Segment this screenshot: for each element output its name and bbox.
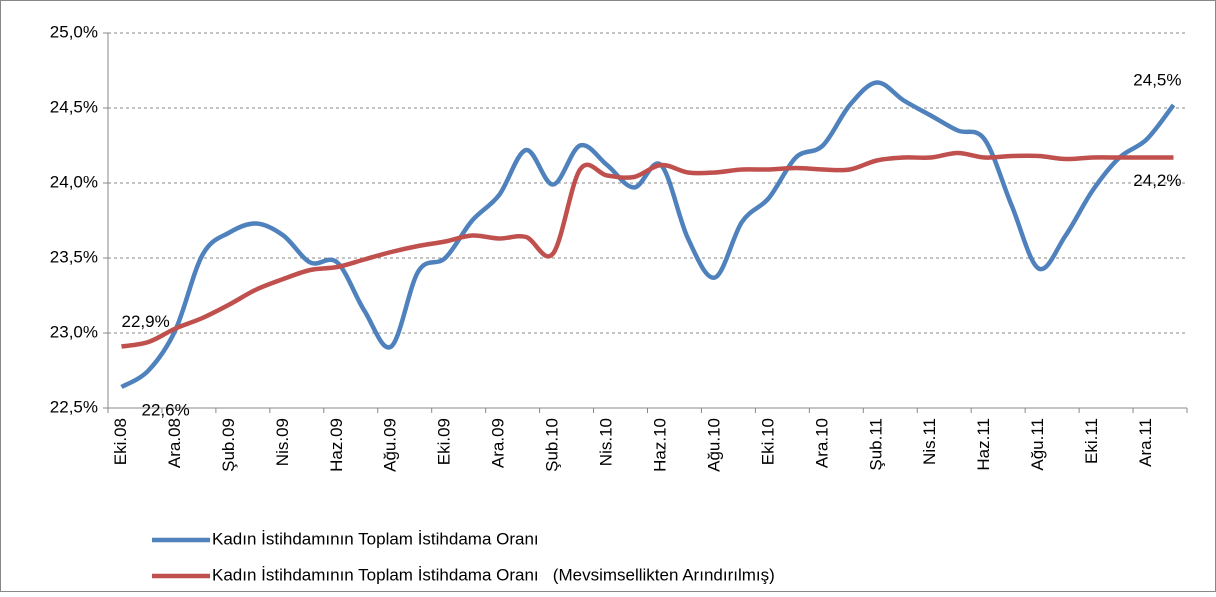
data-label: 24,2% [1133, 171, 1181, 190]
y-tick-label: 23,0% [50, 322, 98, 341]
x-tick-label: Ara.08 [165, 418, 184, 468]
x-tick-label: Eki.09 [435, 418, 454, 465]
x-tick-label: Ara.10 [812, 418, 831, 468]
series-line [121, 150, 1174, 349]
x-tick-label: Ağu.11 [1028, 418, 1047, 471]
x-tick-label: Şub.11 [866, 418, 885, 471]
x-tick-label: Ara.09 [489, 418, 508, 468]
x-tick-label: Haz.10 [650, 418, 669, 472]
data-label: 22,9% [121, 312, 169, 331]
data-label: 24,5% [1133, 70, 1181, 89]
x-tick-label: Haz.09 [327, 418, 346, 472]
x-tick-label: Ara.11 [1136, 418, 1155, 467]
legend-label: Kadın İstihdamının Toplam İstihdama Oran… [212, 529, 539, 548]
x-tick-label: Ağu.09 [381, 418, 400, 472]
y-tick-label: 23,5% [50, 247, 98, 266]
x-tick-label: Eki.11 [1082, 418, 1101, 464]
x-tick-label: Ağu.10 [704, 418, 723, 472]
x-tick-label: Nis.10 [597, 418, 616, 466]
x-tick-label: Şub.09 [219, 418, 238, 472]
y-tick-label: 24,5% [50, 97, 98, 116]
y-tick-label: 22,5% [50, 397, 98, 416]
x-tick-label: Eki.10 [758, 418, 777, 465]
x-tick-label: Nis.09 [273, 418, 292, 466]
y-tick-label: 24,0% [50, 172, 98, 191]
x-tick-label: Haz.11 [974, 418, 993, 471]
x-tick-label: Eki.08 [111, 418, 130, 465]
data-label: 22,6% [141, 400, 189, 419]
legend-label: Kadın İstihdamının Toplam İstihdama Oran… [212, 565, 775, 584]
x-tick-label: Nis.11 [920, 418, 939, 465]
y-tick-label: 25,0% [50, 22, 98, 41]
x-tick-label: Şub.10 [543, 418, 562, 472]
